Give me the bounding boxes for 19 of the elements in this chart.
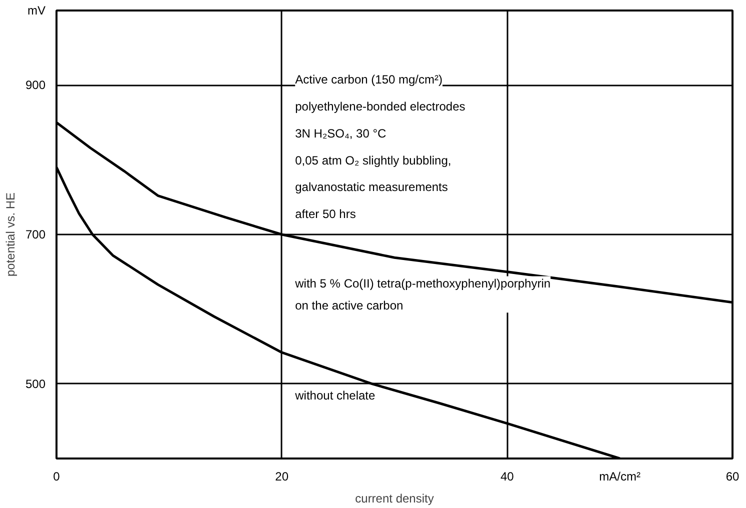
annotation: polyethylene-bonded electrodes — [295, 100, 466, 114]
series-label: without chelate — [294, 388, 376, 402]
annotation: Active carbon (150 mg/cm²) — [295, 72, 443, 87]
annotation: after 50 hrs — [295, 207, 356, 222]
x-tick-label: 20 — [275, 470, 289, 484]
annotation: 0,05 atm O₂ slightly bubbling, — [295, 153, 452, 168]
x-tick-label: mA/cm² — [599, 470, 640, 484]
y-axis-title: potential vs. HE — [3, 192, 18, 277]
x-tick-label: 0 — [53, 470, 60, 484]
y-tick-label: 900 — [25, 78, 46, 92]
y-tick-label: mV — [28, 4, 46, 18]
annotation: 3N H₂SO₄, 30 °C — [295, 126, 387, 140]
x-tick-label: 60 — [726, 470, 740, 484]
y-tick-label: 700 — [25, 228, 46, 242]
y-tick-label: 500 — [25, 376, 46, 391]
annotation: galvanostatic measurements — [295, 180, 448, 194]
series-label: with 5 % Co(II) tetra(p-methoxyphenyl)porphyrin on the active carbon — [294, 276, 551, 313]
x-tick-label: 40 — [500, 470, 514, 484]
x-axis-title: current density — [355, 492, 434, 506]
